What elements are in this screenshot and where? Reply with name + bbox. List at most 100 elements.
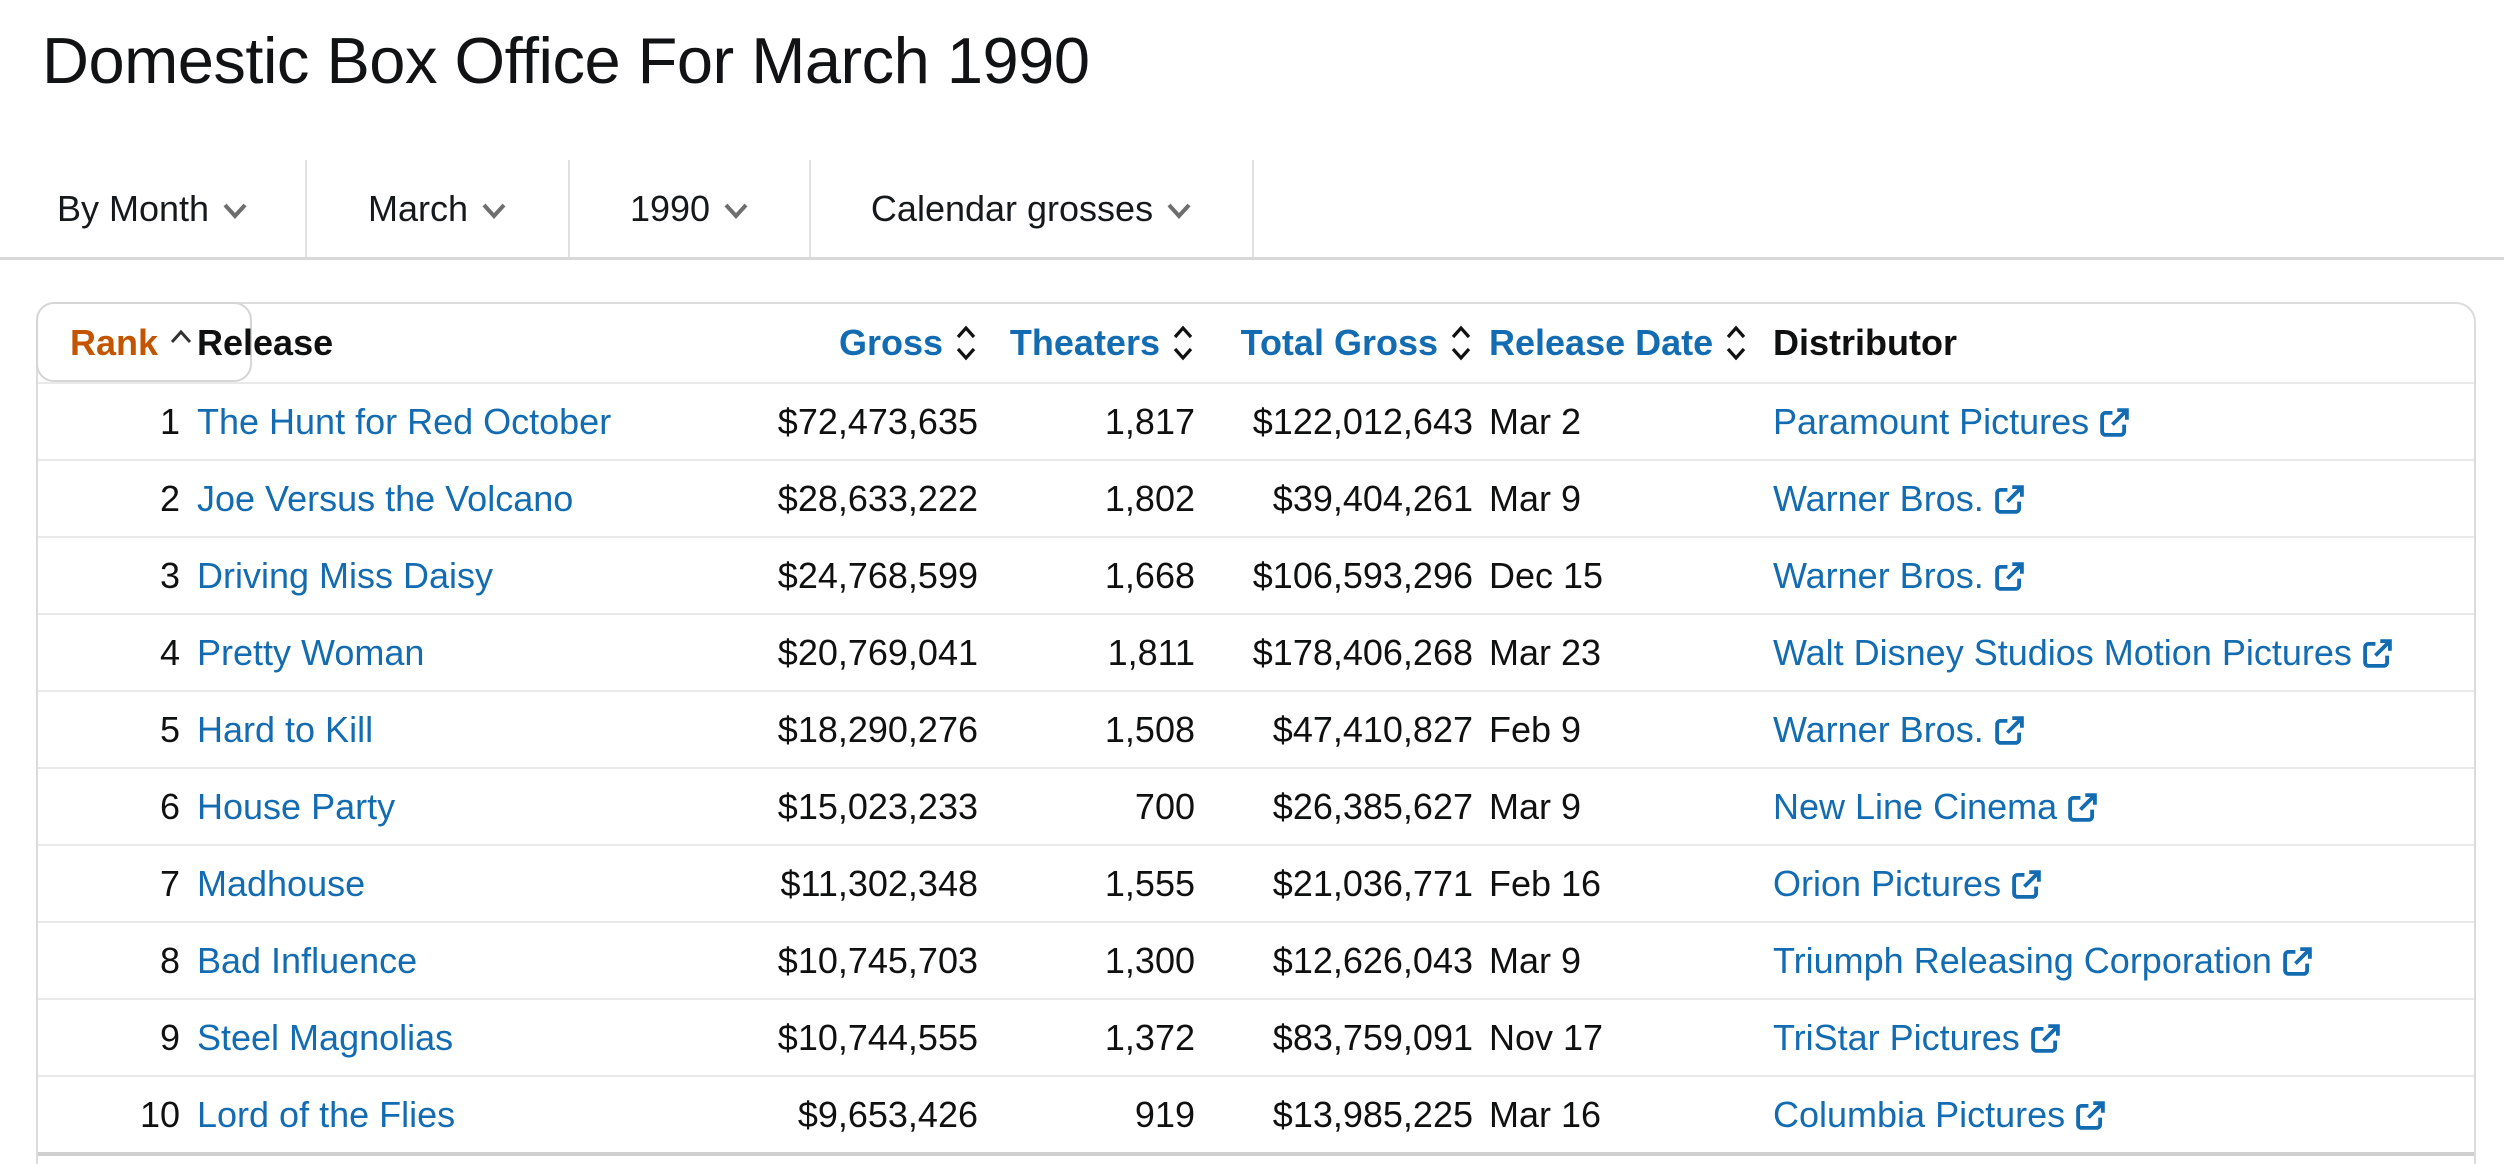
column-header-rank[interactable]: Rank bbox=[38, 304, 192, 382]
theaters-cell: 1,508 bbox=[1104, 708, 1195, 750]
gross-cell: $28,633,222 bbox=[777, 477, 978, 519]
table-row: 10 Lord of the Flies $9,653,426 919 $13,985,… bbox=[38, 1075, 2474, 1152]
rank-cell: 4 bbox=[159, 631, 180, 673]
table-body: 1 The Hunt for Red October $72,473,635 1,81… bbox=[38, 382, 2474, 1152]
column-header-label: Distributor bbox=[1773, 322, 1957, 363]
gross-cell: $11,302,348 bbox=[780, 862, 978, 904]
release-date-cell: Feb 16 bbox=[1489, 862, 1602, 904]
release-link[interactable]: Hard to Kill bbox=[197, 708, 374, 750]
distributor-link[interactable]: New Line Cinema bbox=[1773, 786, 2099, 828]
month-dropdown[interactable]: March bbox=[307, 160, 570, 257]
release-link[interactable]: House Party bbox=[197, 785, 396, 827]
rank-sort-highlight bbox=[36, 302, 252, 382]
column-header-gross[interactable]: Gross bbox=[740, 304, 978, 382]
toolbar-divider bbox=[0, 257, 2504, 260]
distributor-cell: Orion Pictures bbox=[1773, 846, 2474, 921]
release-cell: Bad Influence bbox=[180, 923, 740, 998]
release-cell: Driving Miss Daisy bbox=[180, 538, 740, 613]
release-date-cell: Mar 9 bbox=[1489, 785, 1582, 827]
sort-both-icon bbox=[956, 325, 976, 361]
column-header-label: Total Gross bbox=[1240, 322, 1438, 363]
release-link[interactable]: Madhouse bbox=[197, 862, 366, 904]
theaters-cell: 1,300 bbox=[1104, 939, 1195, 981]
column-header-label: Rank bbox=[70, 322, 159, 363]
chevron-down-icon bbox=[724, 203, 748, 219]
gross-cell: $20,769,041 bbox=[777, 631, 978, 673]
total-gross-cell: $26,385,627 bbox=[1272, 785, 1473, 827]
release-cell: The Hunt for Red October bbox=[180, 384, 740, 459]
distributor-link[interactable]: Walt Disney Studios Motion Pictures bbox=[1773, 632, 2394, 674]
total-gross-cell: $21,036,771 bbox=[1272, 862, 1473, 904]
theaters-cell: 1,802 bbox=[1104, 477, 1195, 519]
table-row: 2 Joe Versus the Volcano $28,633,222 1,802 $… bbox=[38, 459, 2474, 536]
table-row: 3 Driving Miss Daisy $24,768,599 1,668 $106,… bbox=[38, 536, 2474, 613]
column-header-distributor: Distributor bbox=[1773, 304, 2474, 382]
theaters-cell: 1,555 bbox=[1104, 862, 1195, 904]
total-gross-cell: $106,593,296 bbox=[1252, 554, 1473, 596]
external-link-icon bbox=[2283, 947, 2312, 976]
table-row: 4 Pretty Woman $20,769,041 1,811 $178,406,26… bbox=[38, 613, 2474, 690]
release-link[interactable]: Joe Versus the Volcano bbox=[197, 477, 574, 519]
external-link-icon bbox=[1994, 716, 2024, 745]
release-link[interactable]: Driving Miss Daisy bbox=[197, 554, 494, 596]
rank-cell: 10 bbox=[139, 1093, 180, 1135]
release-link[interactable]: The Hunt for Red October bbox=[197, 400, 612, 442]
total-gross-cell: $47,410,827 bbox=[1272, 708, 1473, 750]
release-cell: Madhouse bbox=[180, 846, 740, 921]
column-header-release-date[interactable]: Release Date bbox=[1473, 304, 1773, 382]
distributor-cell: Warner Bros. bbox=[1773, 692, 2474, 767]
theaters-cell: 700 bbox=[1134, 785, 1195, 827]
release-cell: Hard to Kill bbox=[180, 692, 740, 767]
release-link[interactable]: Bad Influence bbox=[197, 939, 418, 981]
distributor-link[interactable]: Warner Bros. bbox=[1773, 709, 2026, 751]
gross-type-dropdown[interactable]: Calendar grosses bbox=[811, 160, 1254, 257]
distributor-link[interactable]: Triumph Releasing Corporation bbox=[1773, 940, 2314, 982]
table-header-row: Rank Release Gross Theaters Total Gross Relea… bbox=[36, 302, 2474, 382]
distributor-label: Warner Bros. bbox=[1773, 708, 1984, 750]
external-link-icon bbox=[2030, 1024, 2060, 1053]
gross-cell: $24,768,599 bbox=[777, 554, 978, 596]
distributor-link[interactable]: Warner Bros. bbox=[1773, 478, 2026, 520]
distributor-label: Warner Bros. bbox=[1773, 554, 1984, 596]
release-date-cell: Nov 17 bbox=[1489, 1016, 1604, 1058]
chevron-down-icon bbox=[482, 203, 506, 219]
release-date-cell: Mar 9 bbox=[1489, 477, 1582, 519]
sort-both-icon bbox=[1726, 325, 1746, 361]
distributor-label: Triumph Releasing Corporation bbox=[1773, 939, 2272, 981]
distributor-link[interactable]: Columbia Pictures bbox=[1773, 1094, 2107, 1136]
total-gross-cell: $178,406,268 bbox=[1252, 631, 1473, 673]
release-link[interactable]: Pretty Woman bbox=[197, 631, 425, 673]
total-gross-cell: $122,012,643 bbox=[1252, 400, 1473, 442]
rank-cell: 1 bbox=[159, 400, 180, 442]
column-header-theaters[interactable]: Theaters bbox=[978, 304, 1195, 382]
total-gross-cell: $12,626,043 bbox=[1272, 939, 1473, 981]
external-link-icon bbox=[2100, 408, 2129, 437]
distributor-link[interactable]: Orion Pictures bbox=[1773, 863, 2043, 905]
theaters-cell: 1,668 bbox=[1104, 554, 1195, 596]
distributor-link[interactable]: Warner Bros. bbox=[1773, 555, 2026, 597]
distributor-link[interactable]: Paramount Pictures bbox=[1773, 401, 2131, 443]
theaters-cell: 1,817 bbox=[1104, 400, 1195, 442]
column-header-total-gross[interactable]: Total Gross bbox=[1195, 304, 1473, 382]
distributor-link[interactable]: TriStar Pictures bbox=[1773, 1017, 2062, 1059]
release-date-cell: Mar 23 bbox=[1489, 631, 1602, 673]
rank-cell: 9 bbox=[159, 1016, 180, 1058]
release-link[interactable]: Steel Magnolias bbox=[197, 1016, 454, 1058]
distributor-cell: New Line Cinema bbox=[1773, 769, 2474, 844]
distributor-label: Walt Disney Studios Motion Pictures bbox=[1773, 631, 2352, 673]
by-month-dropdown[interactable]: By Month bbox=[0, 160, 307, 257]
filter-bar: By Month March 1990 Calendar grosses bbox=[0, 160, 1254, 257]
release-cell: Lord of the Flies bbox=[180, 1077, 740, 1152]
total-gross-cell: $39,404,261 bbox=[1272, 477, 1473, 519]
sort-ascending-icon bbox=[170, 329, 192, 343]
next-row-edge bbox=[38, 1152, 2474, 1164]
distributor-cell: Warner Bros. bbox=[1773, 461, 2474, 536]
external-link-icon bbox=[1994, 485, 2024, 514]
table-header-grid: Rank Release Gross Theaters Total Gross Relea… bbox=[38, 304, 2474, 382]
total-gross-cell: $13,985,225 bbox=[1272, 1093, 1473, 1135]
external-link-icon bbox=[2076, 1101, 2105, 1130]
column-header-label: Gross bbox=[838, 322, 943, 363]
gross-cell: $9,653,426 bbox=[797, 1093, 978, 1135]
release-link[interactable]: Lord of the Flies bbox=[197, 1093, 456, 1135]
year-dropdown[interactable]: 1990 bbox=[570, 160, 811, 257]
